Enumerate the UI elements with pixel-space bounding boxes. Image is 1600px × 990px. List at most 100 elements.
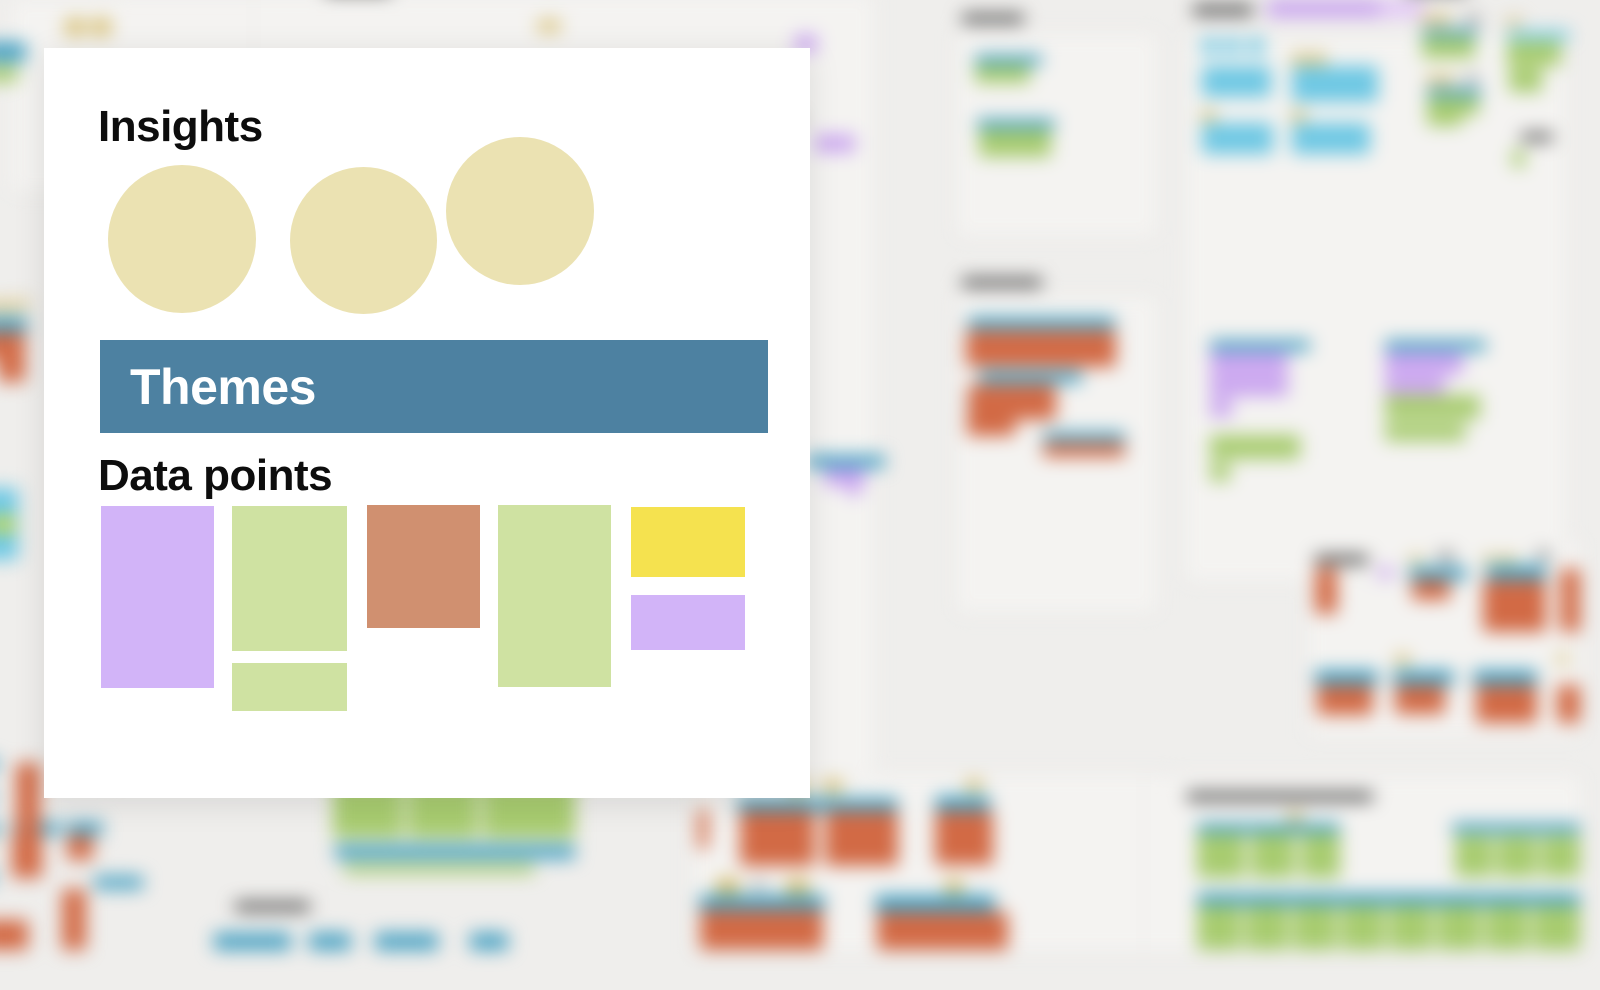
sticky-note-blob — [0, 42, 26, 62]
frame-title-text-blur — [1315, 555, 1368, 564]
sticky-note-blob — [1409, 555, 1423, 564]
sticky-note-blob — [67, 835, 93, 860]
frame-title-text-blur — [235, 902, 310, 911]
sticky-note-blob — [2, 300, 16, 313]
sticky-note-blob — [1197, 893, 1580, 905]
sticky-note-blob — [699, 895, 825, 910]
sticky-note-blob — [1210, 399, 1232, 417]
sticky-note-blob — [335, 845, 575, 859]
data-point-yellow[interactable] — [631, 507, 745, 577]
sticky-note-blob — [1467, 15, 1479, 25]
sticky-note-blob — [979, 371, 1082, 383]
sticky-note-blob — [968, 317, 1115, 329]
sticky-note-blob — [977, 119, 1055, 129]
sticky-note-blob — [1210, 463, 1230, 481]
sticky-note-blob — [16, 763, 40, 835]
sticky-note-blob — [815, 135, 855, 152]
sticky-note-blob — [375, 933, 438, 950]
sticky-note-blob — [62, 889, 86, 950]
sticky-note-blob — [1541, 835, 1580, 877]
sticky-note-blob — [1507, 18, 1521, 28]
data-point-green-tall[interactable] — [232, 506, 347, 651]
frame-title-text-blur — [962, 278, 1042, 287]
sticky-note-blob — [1292, 53, 1308, 66]
sticky-note-blob — [945, 878, 963, 897]
data-points-heading: Data points — [98, 451, 333, 500]
sticky-note-blob — [214, 933, 291, 950]
sticky-note-blob — [1438, 551, 1454, 562]
sticky-note-blob — [1197, 905, 1241, 950]
sticky-note-blob — [877, 912, 1008, 950]
sticky-note-blob — [1385, 395, 1480, 419]
sticky-note-blob — [0, 358, 25, 382]
sticky-note-blob — [1197, 823, 1340, 833]
sticky-note-blob — [825, 811, 898, 866]
sticky-note-blob — [0, 516, 14, 533]
sticky-note-blob — [1202, 109, 1215, 123]
insights-heading: Insights — [98, 102, 263, 151]
sticky-note-blob — [90, 18, 112, 36]
sticky-note-blob — [965, 779, 983, 792]
frame-title-text-blur — [1521, 133, 1553, 141]
whiteboard-canvas[interactable]: Insights Themes Data points — [0, 0, 1600, 970]
sticky-note-blob — [1437, 14, 1450, 27]
sticky-note-blob — [700, 910, 823, 950]
sticky-note-blob — [1557, 685, 1580, 723]
sticky-note-blob — [1389, 905, 1433, 950]
sticky-note-blob — [1396, 653, 1409, 667]
sticky-note-blob — [1422, 14, 1435, 27]
sticky-note-blob — [1537, 550, 1550, 561]
themes-banner[interactable]: Themes — [100, 340, 768, 433]
sticky-note-blob — [848, 486, 860, 496]
sticky-note-blob — [1385, 376, 1445, 394]
sticky-note-blob — [737, 798, 898, 811]
data-point-purple-small[interactable] — [631, 595, 745, 650]
frame-title-text-blur — [1193, 5, 1253, 15]
sticky-note-blob — [12, 835, 42, 878]
sticky-note-blob — [1341, 905, 1385, 950]
data-point-green-tall-2[interactable] — [498, 505, 611, 687]
sticky-note-blob — [1197, 833, 1245, 878]
sticky-note-blob — [1378, 567, 1393, 578]
data-point-green-small[interactable] — [232, 663, 347, 711]
sticky-note-blob — [1202, 123, 1273, 154]
sticky-note-blob — [1476, 685, 1537, 723]
sticky-note-blob — [0, 332, 25, 358]
sticky-note-blob — [1310, 53, 1326, 66]
sticky-note-blob — [1512, 150, 1525, 167]
sticky-note-blob — [1500, 555, 1517, 564]
sticky-note-blob — [20, 298, 28, 311]
sticky-note-blob — [1412, 580, 1450, 600]
sticky-note-blob — [1483, 555, 1497, 564]
sticky-note-blob — [1409, 567, 1467, 580]
sticky-note-blob — [1315, 568, 1337, 614]
sticky-note-blob — [823, 779, 843, 794]
sticky-note-blob — [1452, 823, 1580, 833]
sticky-note-blob — [1485, 905, 1529, 950]
sticky-note-blob — [1483, 580, 1546, 632]
legend-card[interactable]: Insights Themes Data points — [44, 48, 810, 798]
frame-title-text-blur — [1187, 792, 1373, 801]
data-point-orange[interactable] — [367, 505, 480, 628]
sticky-note-blob — [1210, 352, 1288, 374]
sticky-note-blob — [1422, 29, 1477, 37]
sticky-note-blob — [825, 468, 865, 486]
sticky-note-blob — [966, 330, 1116, 367]
sticky-note-blob — [698, 809, 708, 849]
sticky-note-blob — [1427, 97, 1479, 115]
frame-title-text-blur — [962, 14, 1024, 23]
sticky-note-blob — [0, 920, 28, 950]
sticky-note-blob — [0, 66, 18, 82]
sticky-note-blob — [1210, 340, 1310, 351]
sticky-note-blob — [795, 35, 817, 52]
sticky-note-blob — [752, 882, 766, 889]
sticky-note-blob — [1380, 0, 1424, 17]
data-point-swatches-group — [44, 48, 810, 798]
sticky-note-blob — [1210, 376, 1288, 396]
board-frame-panel — [1185, 35, 1567, 582]
data-point-purple-tall[interactable] — [101, 506, 214, 688]
sticky-note-blob — [1393, 670, 1454, 685]
sticky-note-blob — [1455, 835, 1493, 877]
sticky-note-blob — [1317, 685, 1373, 715]
sticky-note-blob — [1442, 74, 1454, 87]
